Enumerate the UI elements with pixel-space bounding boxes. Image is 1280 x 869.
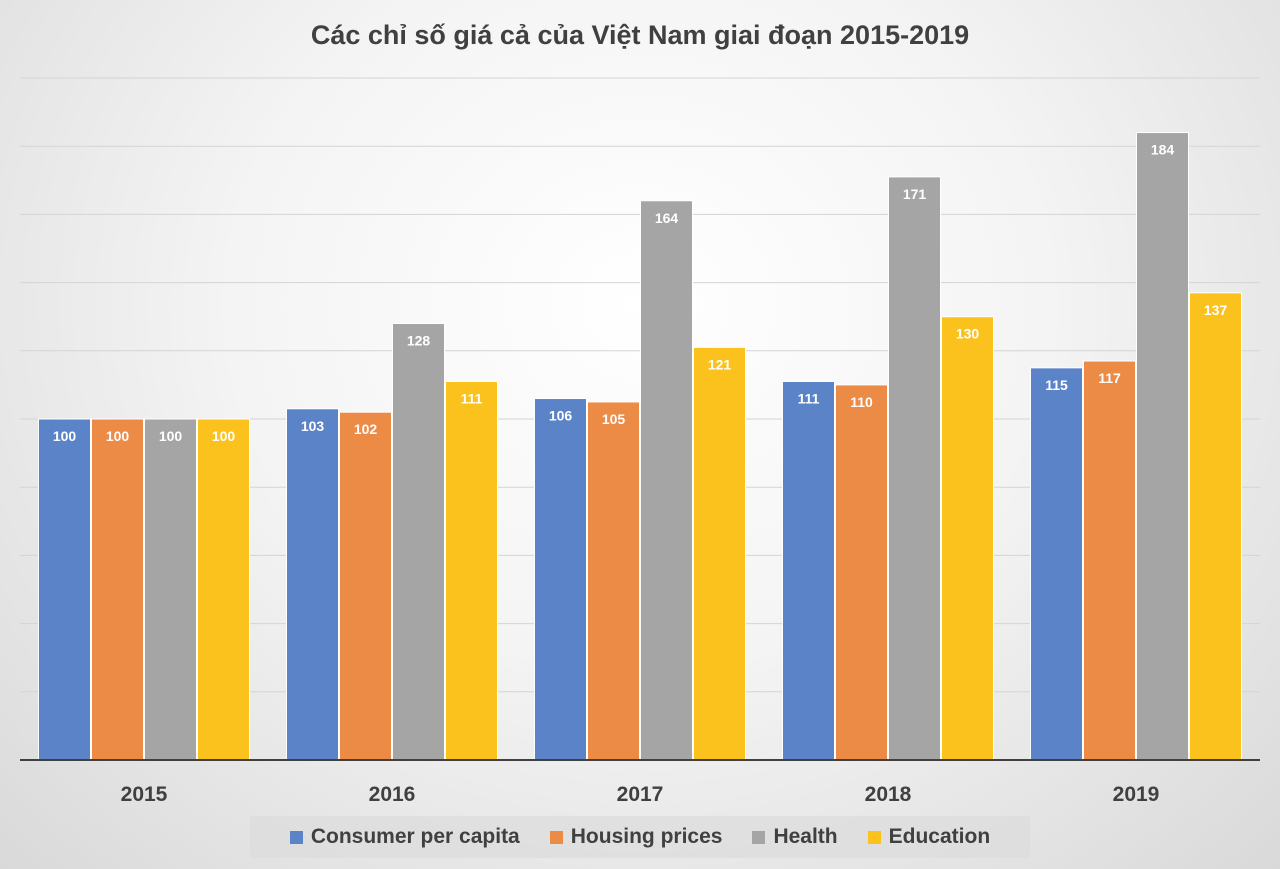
legend-label: Consumer per capita — [310, 825, 520, 848]
data-label: 100 — [159, 428, 183, 444]
bar — [587, 401, 640, 761]
data-label: 130 — [956, 326, 980, 342]
bar — [1083, 360, 1136, 761]
data-label: 184 — [1151, 142, 1175, 158]
legend-item-health: Health — [752, 825, 838, 849]
bar — [941, 316, 994, 761]
bar — [38, 418, 91, 761]
bar — [888, 176, 941, 761]
bar — [1189, 292, 1242, 761]
data-label: 103 — [301, 418, 325, 434]
bar — [640, 200, 693, 761]
legend: Consumer per capita Housing prices Healt… — [250, 816, 1030, 858]
data-label: 100 — [53, 428, 77, 444]
bar — [392, 323, 445, 761]
x-tick-label: 2018 — [865, 783, 912, 806]
legend-label: Housing prices — [570, 825, 723, 848]
legend-item-consumer-per-capita: Consumer per capita — [289, 825, 520, 849]
bar — [445, 380, 498, 761]
bar — [1136, 132, 1189, 761]
legend-swatch — [867, 830, 881, 844]
data-label: 110 — [850, 394, 873, 410]
bar — [782, 380, 835, 761]
legend-swatch — [752, 830, 766, 844]
legend-item-education: Education — [867, 825, 991, 849]
data-label: 102 — [354, 421, 378, 437]
data-label: 115 — [1045, 377, 1068, 393]
data-label: 171 — [903, 186, 927, 202]
data-label: 117 — [1098, 370, 1121, 386]
bar — [286, 408, 339, 761]
bar — [693, 346, 746, 761]
data-label: 105 — [602, 411, 626, 427]
data-label: 111 — [798, 390, 820, 406]
bar — [144, 418, 197, 761]
data-label: 100 — [106, 428, 130, 444]
data-label: 137 — [1204, 302, 1228, 318]
x-tick-label: 2017 — [617, 783, 664, 806]
legend-swatch — [289, 830, 303, 844]
bar — [91, 418, 144, 761]
legend-label: Education — [888, 825, 991, 848]
data-label: 106 — [549, 408, 573, 424]
legend-swatch — [549, 830, 563, 844]
x-tick-label: 2015 — [121, 783, 168, 806]
legend-label: Health — [773, 825, 838, 848]
bar — [534, 398, 587, 761]
legend-item-housing-prices: Housing prices — [549, 825, 723, 849]
data-label: 128 — [407, 333, 431, 349]
data-label: 121 — [708, 356, 732, 372]
data-label: 111 — [461, 390, 483, 406]
bar — [197, 418, 250, 761]
chart-title: Các chỉ số giá cả của Việt Nam giai đoạn… — [310, 20, 970, 50]
bar — [339, 411, 392, 761]
x-tick-label: 2019 — [1113, 783, 1160, 806]
bar — [1030, 367, 1083, 761]
x-tick-label: 2016 — [369, 783, 416, 806]
data-label: 100 — [212, 428, 236, 444]
bar — [835, 384, 888, 761]
data-label: 164 — [655, 210, 679, 226]
